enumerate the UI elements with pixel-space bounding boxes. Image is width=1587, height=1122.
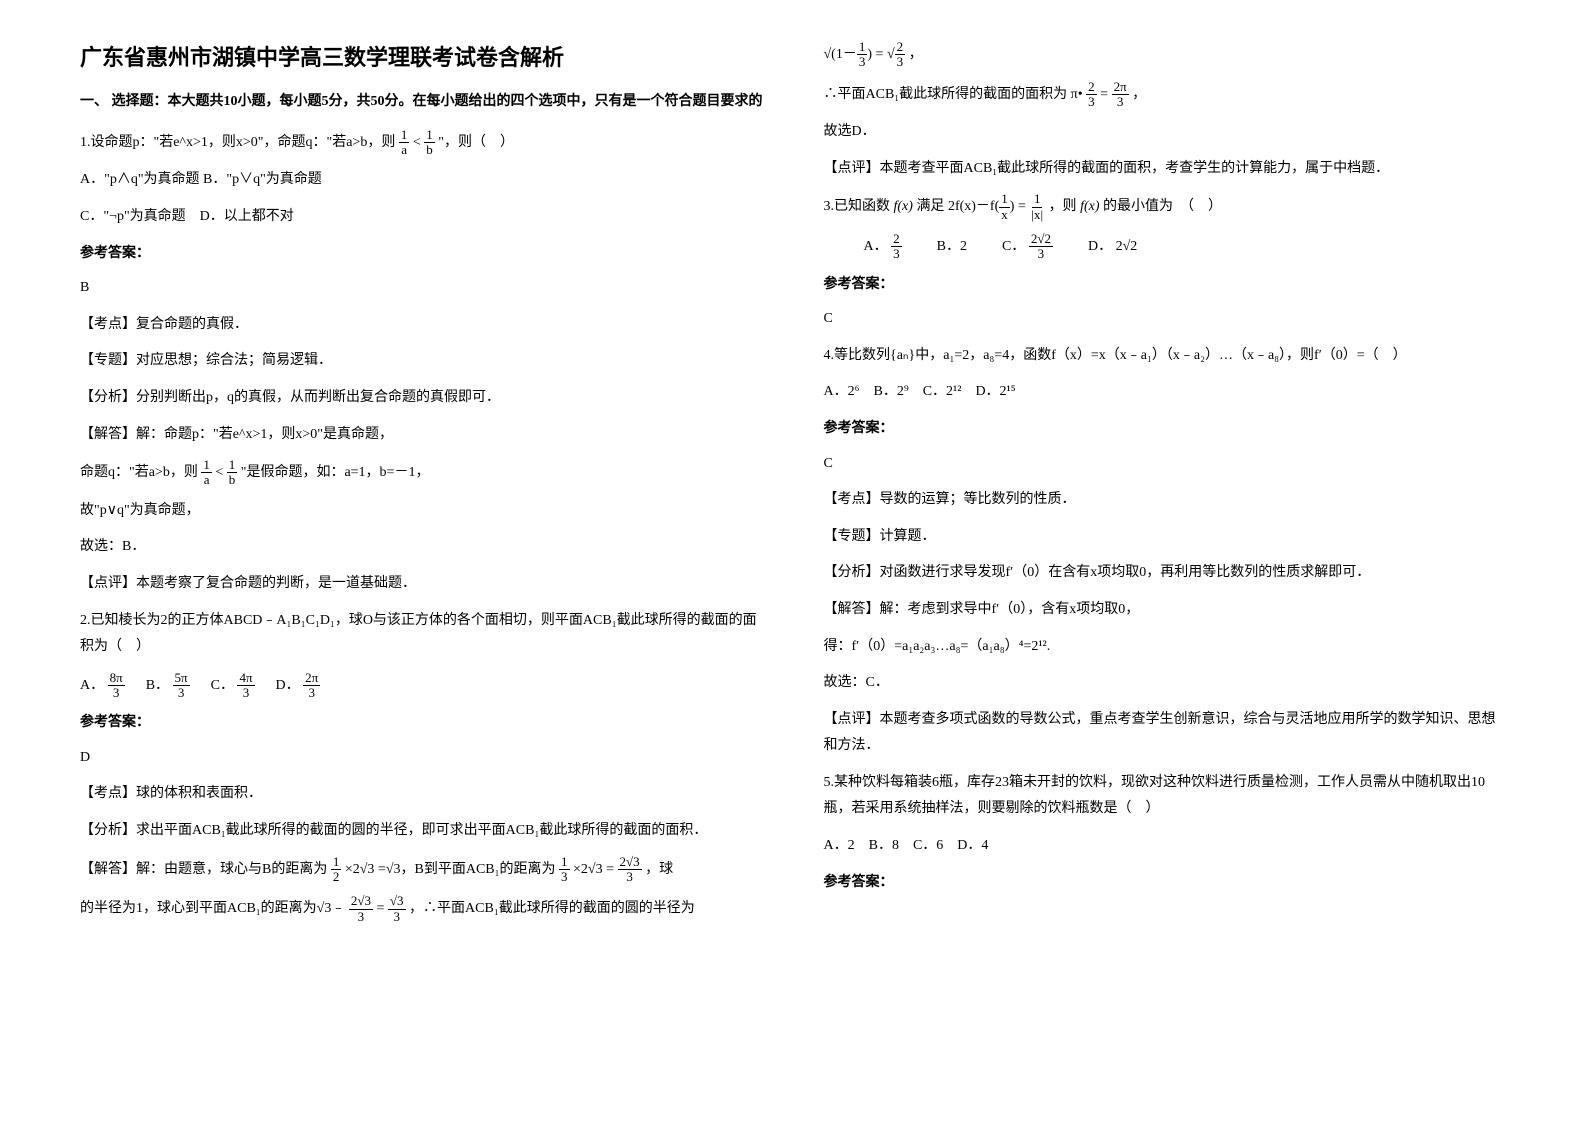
q2-options: A． 8π3 B． 5π3 C． 4π3 D． 2π3	[80, 671, 764, 701]
q2-radius: √(1－13) = √23 ，	[824, 40, 1508, 70]
q1-jieda-4: 故选：B．	[80, 534, 764, 561]
answer-label: 参考答案：	[824, 416, 1508, 443]
q2-fenxi: 【分析】求出平面ACB₁截此球所得的截面的圆的半径，即可求出平面ACB₁截此球所…	[80, 818, 764, 845]
q1-text-b: "，则（ ）	[438, 135, 514, 150]
q5-stem: 5.某种饮料每箱装6瓶，库存23箱未开封的饮料，现欲对这种饮料进行质量检测，工作…	[824, 770, 1508, 823]
section-one-header: 一、 选择题：本大题共10小题，每小题5分，共50分。在每小题给出的四个选项中，…	[80, 90, 764, 114]
answer-label: 参考答案：	[824, 870, 1508, 897]
answer-label: 参考答案：	[80, 241, 764, 268]
q1-answer: B	[80, 275, 764, 302]
q2-area: ∴平面ACB₁截此球所得的截面的面积为 π• 23 = 2π3 ，	[824, 80, 1508, 110]
q1-jieda-2: 命题q："若a>b，则 1a < 1b "是假命题，如：a=1，b=－1，	[80, 458, 764, 488]
q4-options: A．2⁶ B．2⁹ C．2¹² D．2¹⁵	[824, 379, 1508, 406]
q4-dianping: 【点评】本题考查多项式函数的导数公式，重点考查学生创新意识，综合与灵活地应用所学…	[824, 707, 1508, 760]
q4-kaodian: 【考点】导数的运算；等比数列的性质．	[824, 487, 1508, 514]
right-column: √(1－13) = √23 ， ∴平面ACB₁截此球所得的截面的面积为 π• 2…	[824, 40, 1508, 934]
q2-dianping: 【点评】本题考查平面ACB₁截此球所得的截面的面积，考查学生的计算能力，属于中档…	[824, 156, 1508, 183]
q4-jieda-2: 得：f′（0）=a₁a₂a₃…a₈=（a₁a₈）⁴=2¹².	[824, 634, 1508, 661]
q1-text-a: 1.设命题p："若e^x>1，则x>0"，命题q："若a>b，则	[80, 135, 395, 150]
q1-opt-ab: A．"p∧q"为真命题 B．"p∨q"为真命题	[80, 167, 764, 194]
q3-options: A． 23 B．2 C． 2√23 D． 2√2	[824, 232, 1508, 262]
q4-jieda-1: 【解答】解：考虑到求导中f′（0），含有x项均取0，	[824, 597, 1508, 624]
q5-options: A．2 B．8 C．6 D．4	[824, 833, 1508, 860]
q2-kaodian: 【考点】球的体积和表面积．	[80, 781, 764, 808]
q1-kaodian: 【考点】复合命题的真假．	[80, 312, 764, 339]
q4-fenxi: 【分析】对函数进行求导发现f′（0）在含有x项均取0，再利用等比数列的性质求解即…	[824, 560, 1508, 587]
q2-choose: 故选D．	[824, 119, 1508, 146]
q4-answer: C	[824, 451, 1508, 478]
left-column: 广东省惠州市湖镇中学高三数学理联考试卷含解析 一、 选择题：本大题共10小题，每…	[80, 40, 764, 934]
q3-answer: C	[824, 306, 1508, 333]
answer-label: 参考答案：	[824, 272, 1508, 299]
q1-opt-cd: C．"¬p"为真命题 D．以上都不对	[80, 204, 764, 231]
q1-dianping: 【点评】本题考察了复合命题的判断，是一道基础题．	[80, 571, 764, 598]
q3-stem: 3.已知函数 f(x) 满足 2f(x)－f(1x) = 1|x| ，则 f(x…	[824, 192, 1508, 222]
q4-jieda-3: 故选：C．	[824, 670, 1508, 697]
q2-stem: 2.已知棱长为2的正方体ABCD﹣A₁B₁C₁D₁，球O与该正方体的各个面相切，…	[80, 608, 764, 661]
q2-jieda-2: 的半径为1，球心到平面ACB₁的距离为√3﹣ 2√33 = √33 ，∴平面AC…	[80, 894, 764, 924]
q2-answer: D	[80, 745, 764, 772]
q4-zhuanti: 【专题】计算题．	[824, 524, 1508, 551]
q1-jieda-1: 【解答】解：命题p："若e^x>1，则x>0"是真命题，	[80, 422, 764, 449]
q2-jieda-1: 【解答】解：由题意，球心与B的距离为 12 ×2√3 =√3，B到平面ACB₁的…	[80, 855, 764, 885]
q4-stem: 4.等比数列{aₙ}中，a₁=2，a₈=4，函数f（x）=x（x﹣a₁）（x﹣a…	[824, 343, 1508, 370]
exam-title: 广东省惠州市湖镇中学高三数学理联考试卷含解析	[80, 40, 764, 72]
q1-stem: 1.设命题p："若e^x>1，则x>0"，命题q："若a>b，则 1a < 1b…	[80, 128, 764, 158]
q1-jieda-3: 故"p∨q"为真命题，	[80, 498, 764, 525]
q1-zhuanti: 【专题】对应思想；综合法；简易逻辑．	[80, 348, 764, 375]
answer-label: 参考答案：	[80, 710, 764, 737]
q1-fenxi: 【分析】分别判断出p，q的真假，从而判断出复合命题的真假即可．	[80, 385, 764, 412]
